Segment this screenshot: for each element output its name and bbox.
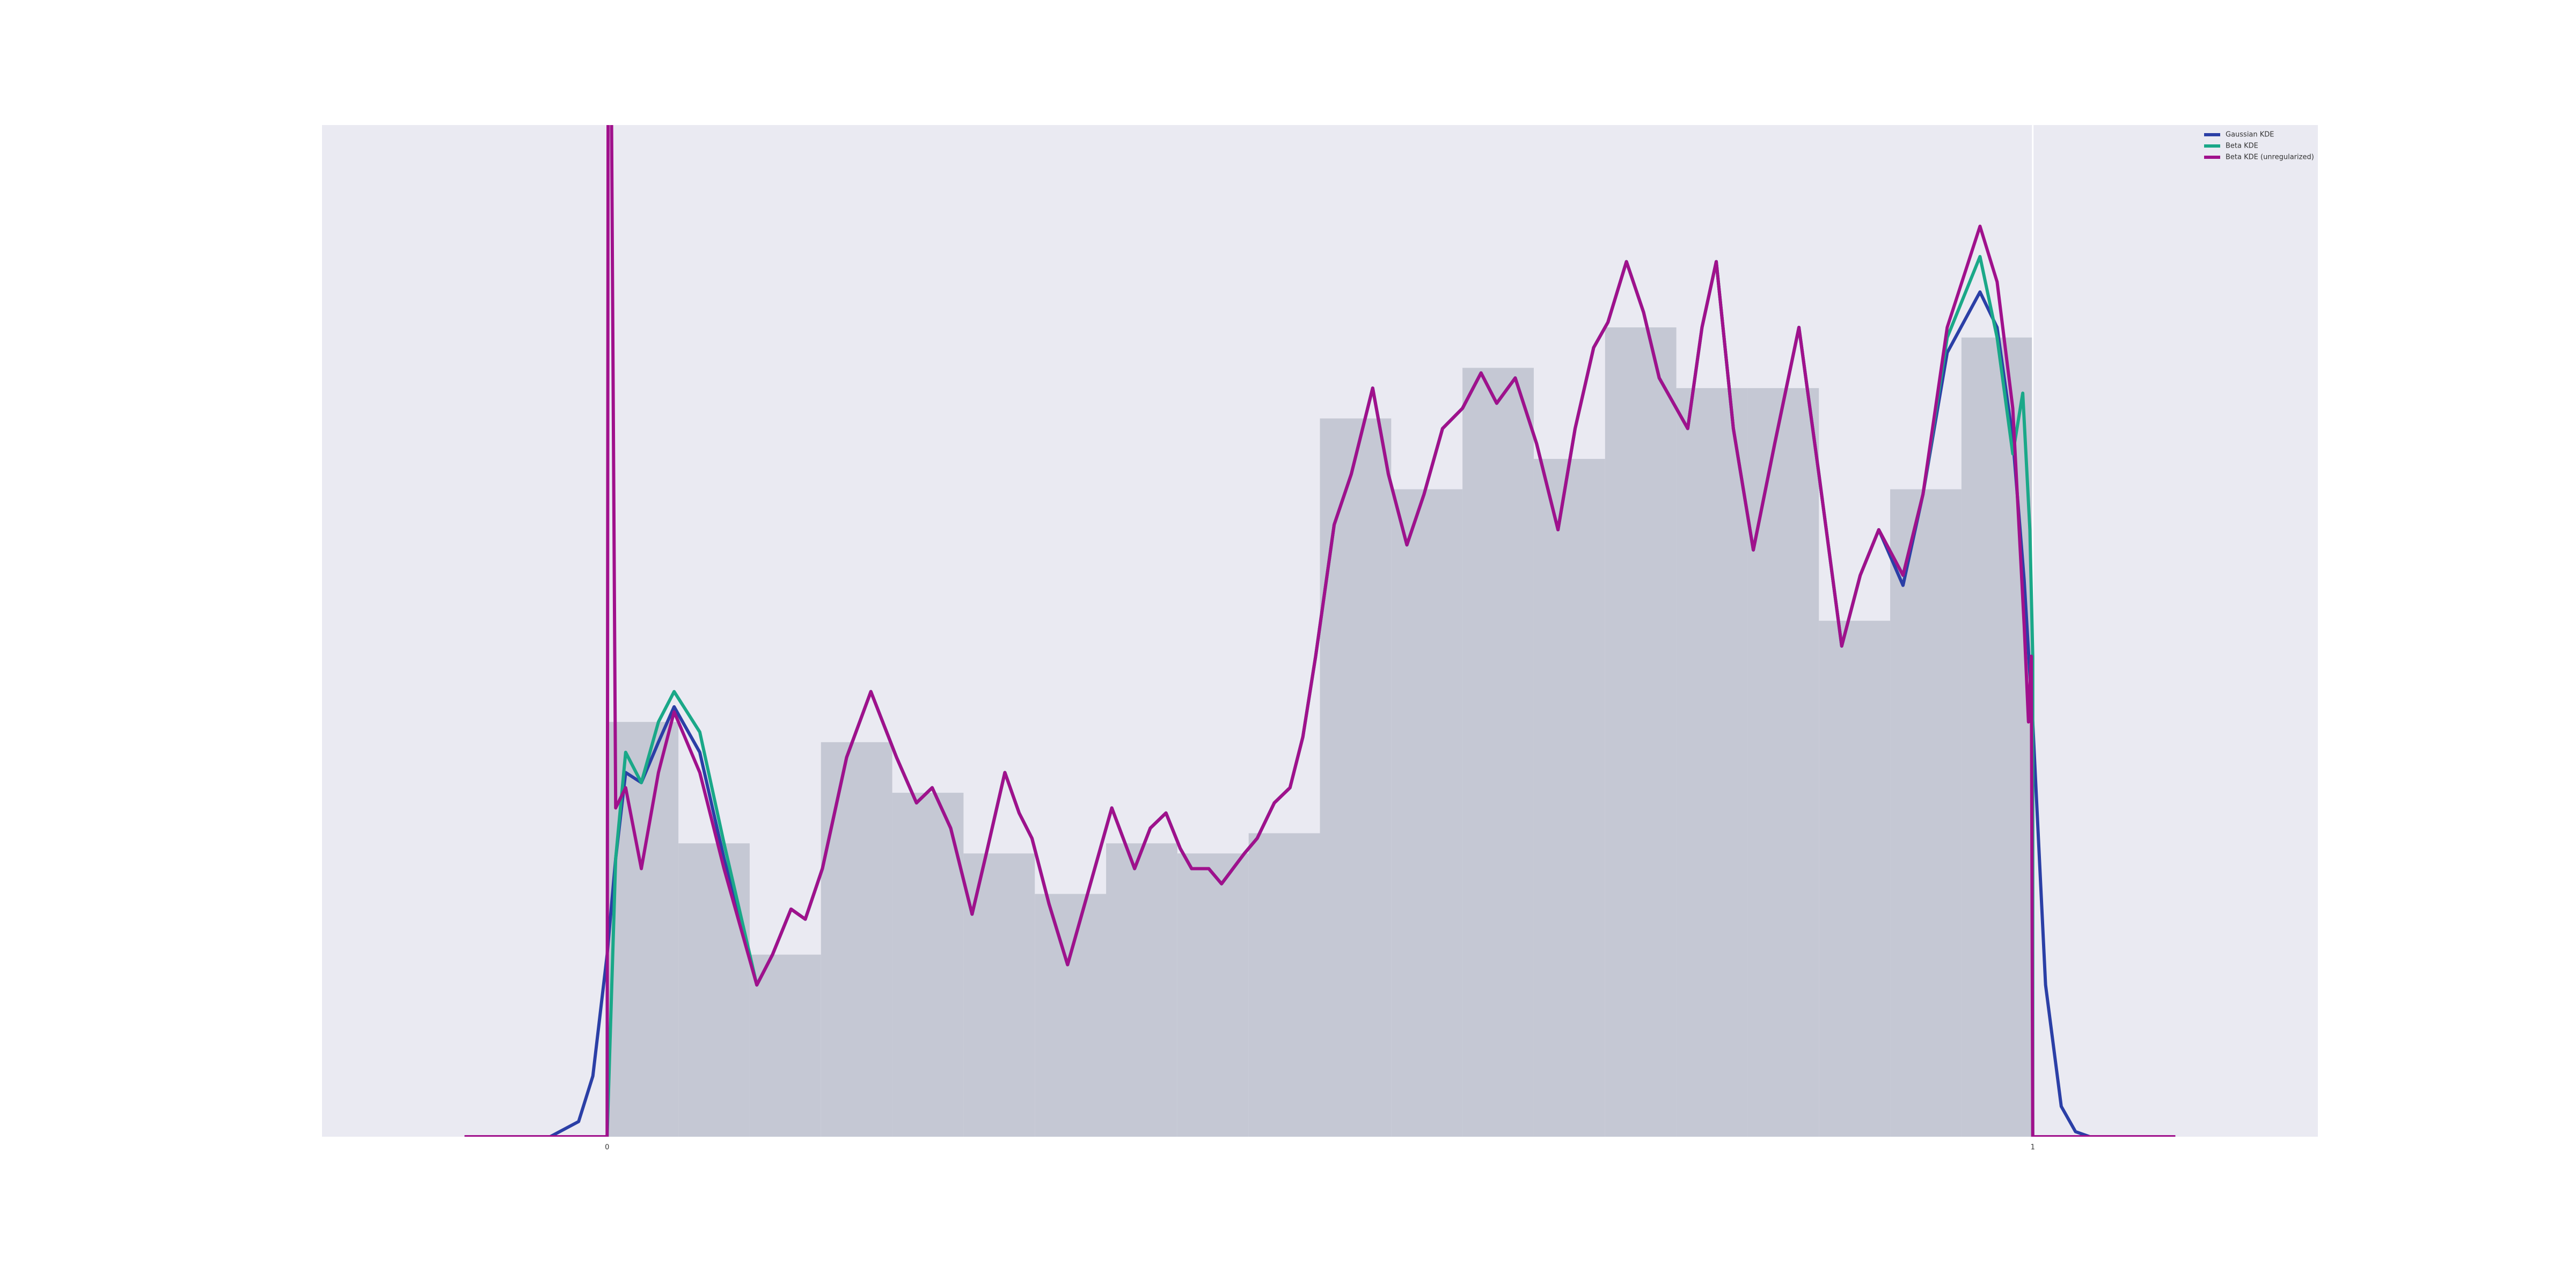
histogram-bar: [1177, 853, 1249, 1137]
histogram-bar: [1747, 388, 1819, 1137]
histogram-bar: [1819, 620, 1891, 1137]
histogram-bar: [1533, 459, 1605, 1137]
histogram-bar: [1035, 894, 1107, 1137]
legend-label: Gaussian KDE: [2226, 131, 2274, 139]
histogram-bar: [1320, 418, 1392, 1137]
histogram-bar: [1106, 843, 1177, 1137]
plot-layer: [464, 125, 2176, 1137]
x-tick-label: 1: [2031, 1144, 2035, 1152]
legend-label: Beta KDE (unregularized): [2226, 153, 2314, 162]
histogram-bar: [963, 853, 1035, 1137]
histogram-bar: [1890, 489, 1962, 1137]
histogram-bar: [1676, 388, 1748, 1137]
histogram-bar: [1391, 489, 1463, 1137]
axes-layer: 0 1 Gaussian KDE Beta KDE Beta KDE (unregula…: [605, 131, 2314, 1152]
histogram-bar: [821, 742, 892, 1137]
histogram-bar: [1462, 368, 1534, 1137]
kde-line: [464, 125, 2176, 1137]
histogram-bar: [892, 793, 964, 1137]
legend-label: Beta KDE: [2226, 142, 2258, 150]
histogram-bar: [607, 722, 679, 1137]
histogram-bar: [1961, 337, 2033, 1137]
histogram-bar: [678, 843, 750, 1137]
histogram-bar: [1248, 833, 1320, 1137]
x-tick-label: 0: [605, 1144, 609, 1152]
histogram-bar: [749, 954, 821, 1137]
histogram-bar: [1605, 327, 1677, 1137]
